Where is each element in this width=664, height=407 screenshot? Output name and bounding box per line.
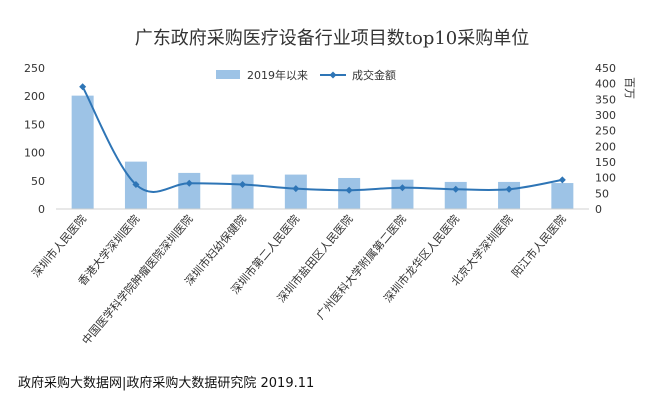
left-axis-tick-label: 100	[24, 147, 45, 160]
x-axis-tick-label: 阳江市人民医院	[508, 212, 568, 280]
right-axis-tick-label: 50	[595, 187, 609, 200]
bar	[551, 183, 574, 209]
left-axis-tick-label: 250	[24, 62, 45, 75]
legend-bar-label: 2019年以来	[247, 68, 308, 82]
line-point	[79, 83, 87, 91]
line-point	[185, 179, 193, 187]
right-axis-tick-label: 0	[595, 203, 602, 216]
line-point	[345, 186, 353, 194]
right-axis: 0 50 100 150 200 250 300 350 400 450	[595, 62, 616, 216]
right-axis-tick-label: 400	[595, 78, 616, 91]
source-footer: 政府采购大数据网|政府采购大数据研究院 2019.11	[18, 376, 315, 391]
right-axis-tick-label: 150	[595, 156, 616, 169]
chart-title: 广东政府采购医疗设备行业项目数top10采购单位	[135, 28, 530, 49]
left-axis-tick-label: 200	[24, 90, 45, 103]
line-point	[558, 176, 566, 184]
bar	[178, 172, 201, 209]
line-point	[292, 185, 300, 193]
right-axis-tick-label: 350	[595, 93, 616, 106]
x-axis-tick-label: 中国医学科学院肿瘤医院深圳医院	[79, 212, 196, 347]
x-axis-tick-label: 深圳市人民医院	[29, 212, 89, 280]
line-point	[239, 181, 247, 189]
line-series	[79, 83, 566, 194]
x-axis-tick-label: 广州医科大学附属第二医院	[313, 212, 409, 322]
bar	[231, 174, 254, 209]
left-axis-tick-label: 50	[31, 175, 45, 188]
right-axis-tick-label: 250	[595, 125, 616, 138]
legend-bar-swatch	[216, 70, 240, 79]
x-axis-labels: 深圳市人民医院香港大学深圳医院中国医学科学院肿瘤医院深圳医院深圳市妇幼保健院深圳…	[29, 212, 569, 347]
bar	[391, 179, 414, 209]
legend: 2019年以来 成交金额	[216, 68, 396, 82]
legend-line-label: 成交金额	[352, 68, 396, 82]
bar	[71, 95, 94, 209]
right-axis-tick-label: 300	[595, 109, 616, 122]
line-point	[452, 185, 460, 193]
left-axis-tick-label: 150	[24, 118, 45, 131]
left-axis: 0 50 100 150 200 250	[24, 62, 45, 216]
line-point	[398, 184, 406, 192]
line-point	[505, 185, 513, 193]
line-point	[132, 181, 140, 189]
right-axis-tick-label: 100	[595, 172, 616, 185]
legend-line-marker	[329, 71, 337, 79]
right-axis-label: 百万	[623, 77, 636, 99]
right-axis-tick-label: 450	[595, 62, 616, 75]
left-axis-tick-label: 0	[38, 203, 45, 216]
line-path	[81, 86, 563, 193]
right-axis-tick-label: 200	[595, 140, 616, 153]
